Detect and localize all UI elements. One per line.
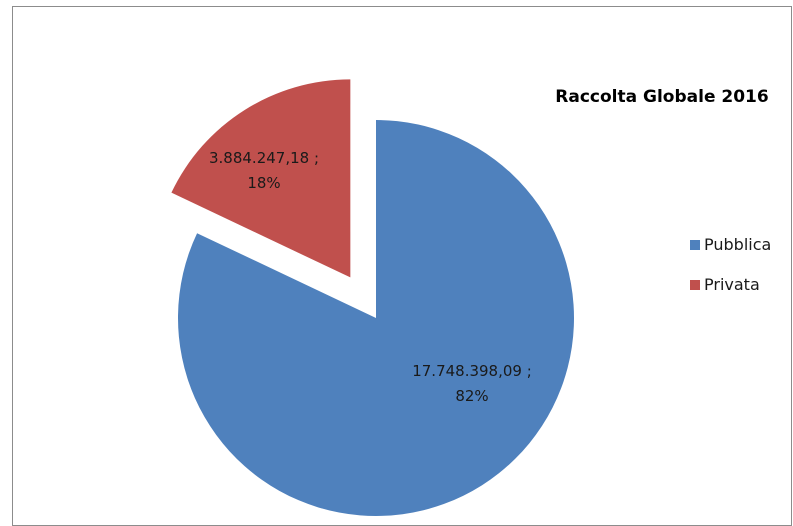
legend-swatch-pubblica: [690, 240, 700, 250]
data-label-pubblica-value: 17.748.398,09 ;: [412, 362, 532, 380]
legend-label-privata: Privata: [704, 275, 760, 294]
data-label-privata-percent: 18%: [247, 174, 280, 192]
pie-slice-pubblica: [178, 120, 574, 516]
chart-title: Raccolta Globale 2016: [555, 87, 768, 107]
legend-label-pubblica: Pubblica: [704, 235, 771, 254]
pie-slice-privata: [171, 79, 351, 278]
data-label-pubblica-percent: 82%: [455, 387, 488, 405]
data-label-privata-value: 3.884.247,18 ;: [209, 149, 319, 167]
legend-swatch-privata: [690, 280, 700, 290]
